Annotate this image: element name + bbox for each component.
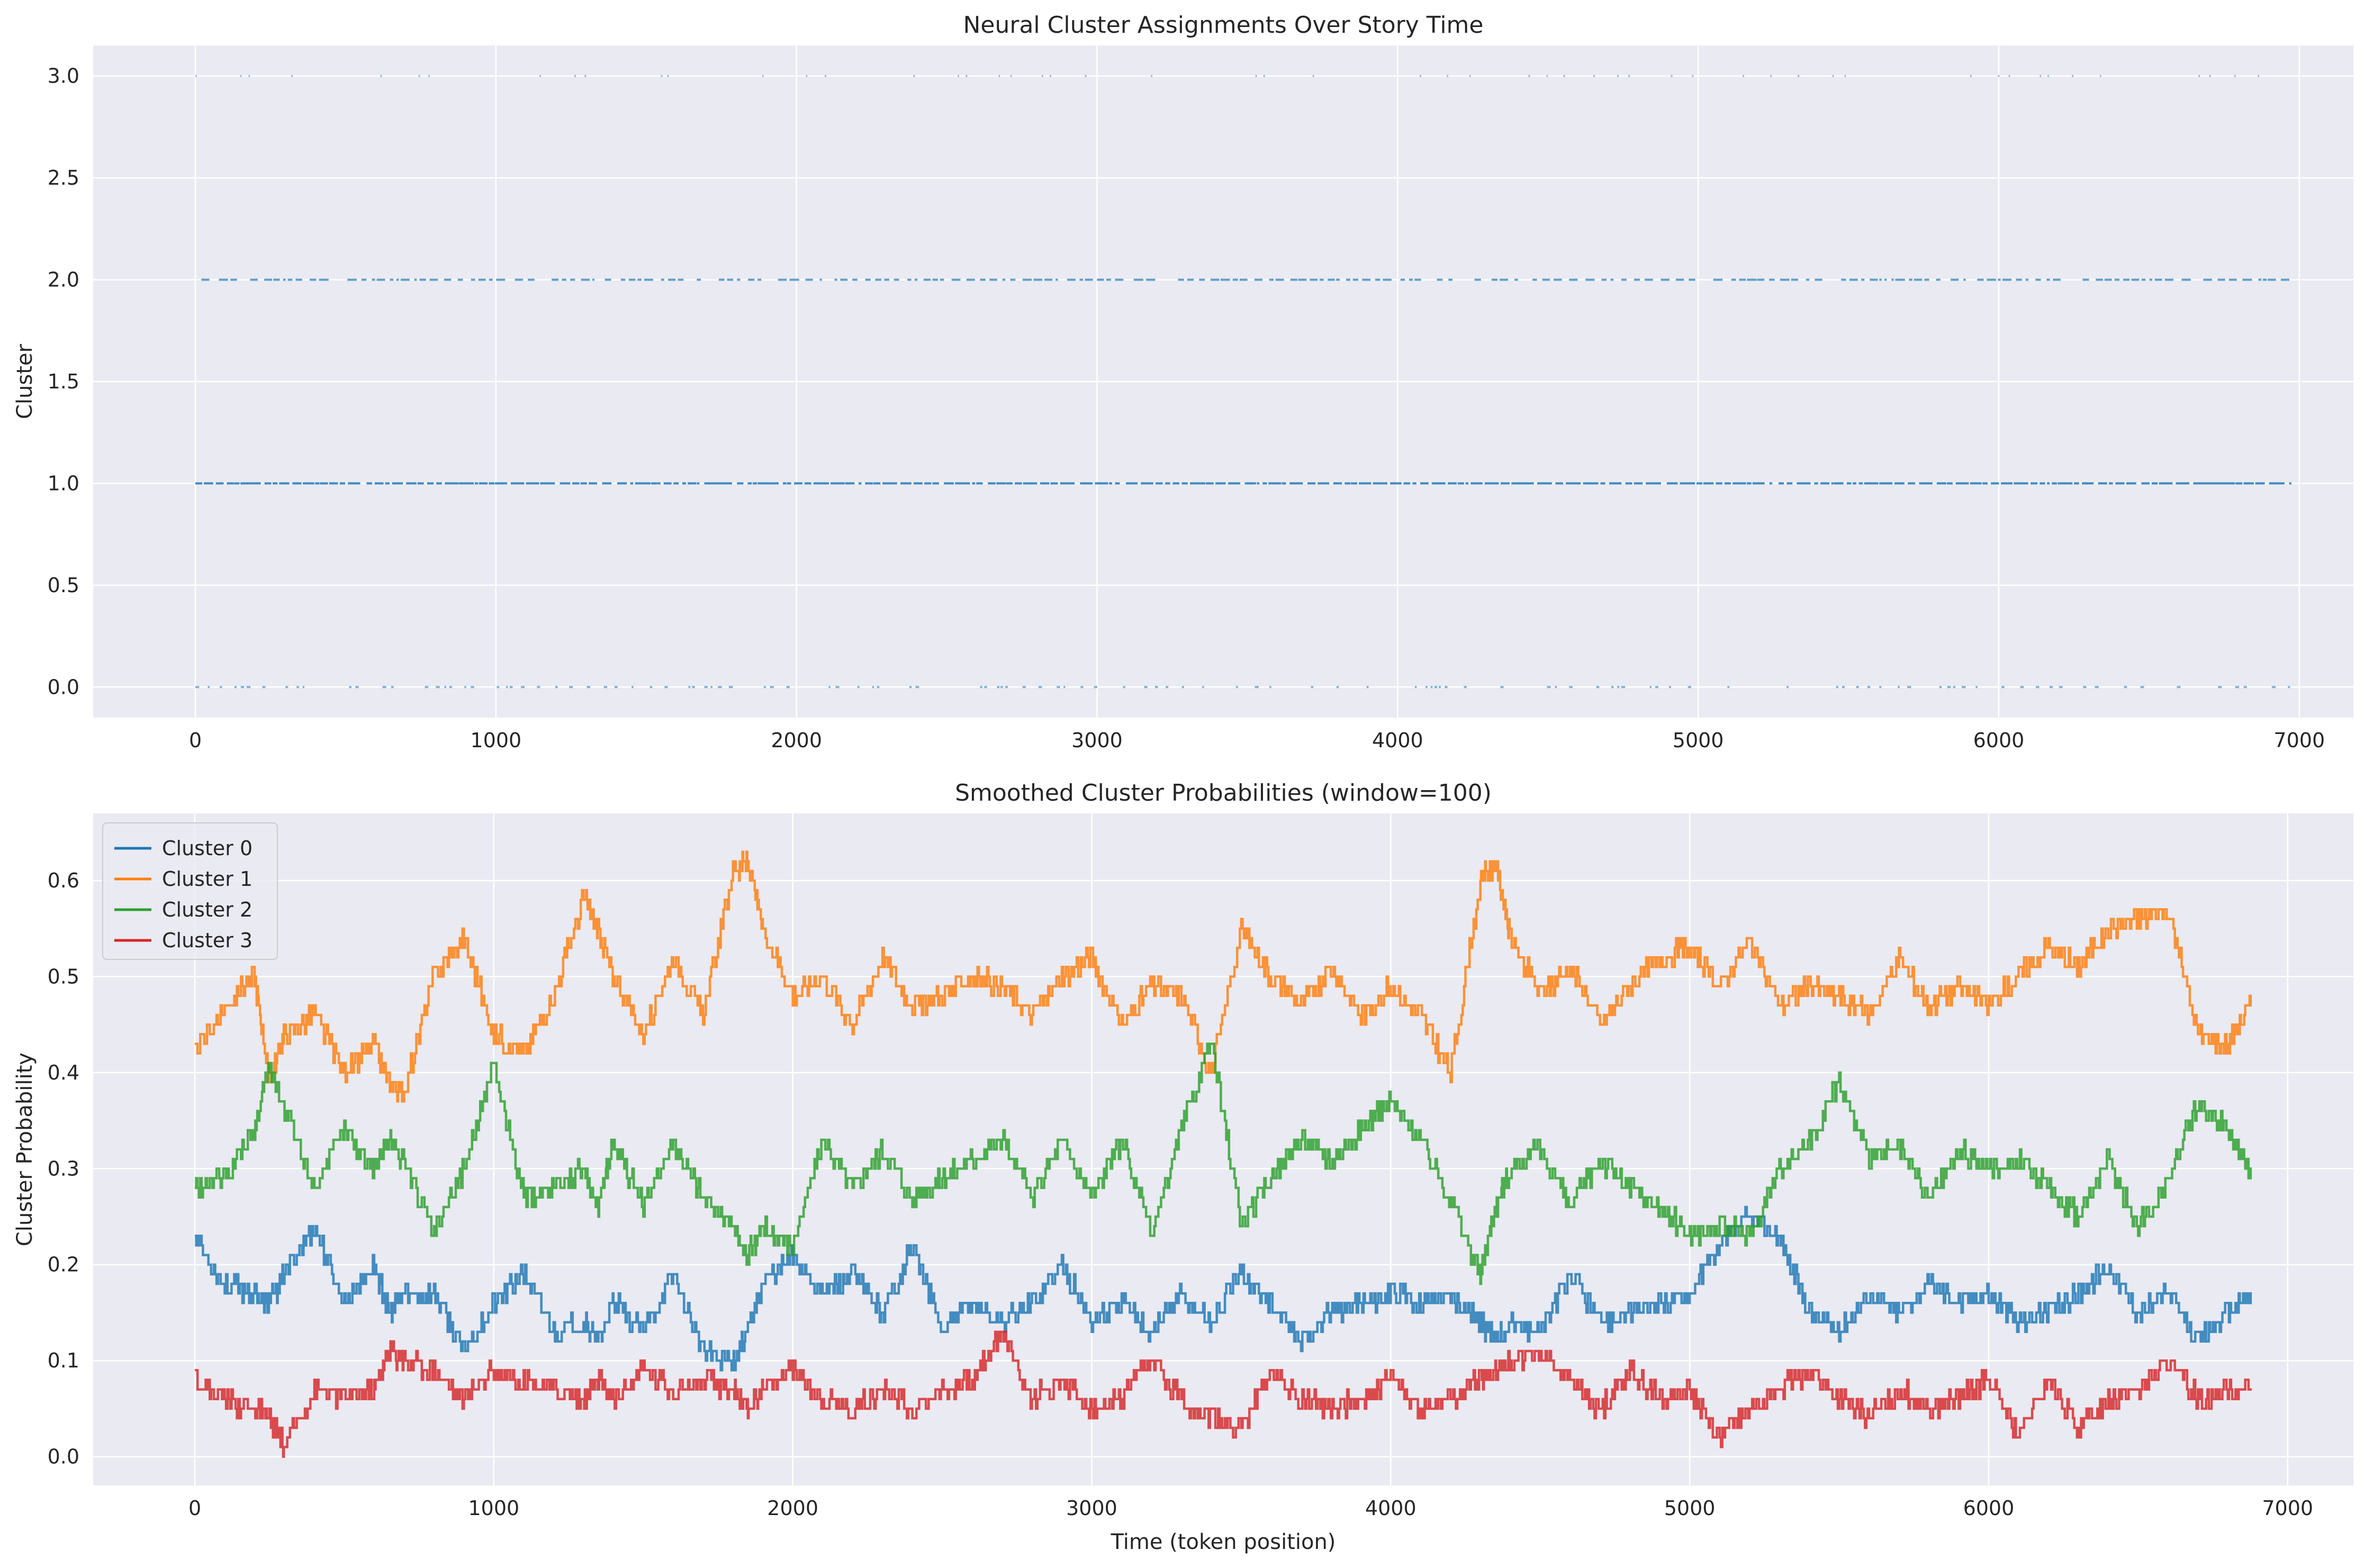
y-tick-label: 0.3 bbox=[48, 1157, 79, 1180]
chart-title: Neural Cluster Assignments Over Story Ti… bbox=[963, 12, 1484, 39]
series-line-3 bbox=[195, 1330, 2252, 1458]
x-tick-label: 5000 bbox=[1673, 729, 1724, 752]
y-tick-label: 0.5 bbox=[48, 574, 79, 597]
x-tick-label: 4000 bbox=[1372, 729, 1423, 752]
y-tick-label: 0.5 bbox=[48, 965, 79, 988]
x-tick-label: 3000 bbox=[1066, 1497, 1117, 1520]
y-tick-label: 0.4 bbox=[48, 1061, 79, 1084]
x-tick-label: 6000 bbox=[1973, 729, 2025, 752]
y-tick-label: 0.0 bbox=[48, 675, 79, 699]
x-tick-label: 0 bbox=[188, 1497, 201, 1520]
x-tick-label: 2000 bbox=[767, 1497, 818, 1520]
legend-label: Cluster 2 bbox=[162, 898, 252, 921]
x-tick-label: 4000 bbox=[1365, 1497, 1416, 1520]
x-tick-label: 1000 bbox=[471, 729, 522, 752]
x-tick-label: 1000 bbox=[468, 1497, 519, 1520]
bottom-chart: 0 1000 2000 3000 4000 5000 6000 7000 0.0 0.1 0.2 0.… bbox=[13, 780, 2353, 1554]
x-tick-label: 3000 bbox=[1071, 729, 1123, 752]
x-axis-label: Time (token position) bbox=[1111, 1530, 1336, 1554]
legend-label: Cluster 0 bbox=[162, 837, 252, 860]
plot-area bbox=[93, 813, 2353, 1485]
y-tick-label: 0.1 bbox=[48, 1349, 79, 1372]
y-tick-label: 1.5 bbox=[48, 370, 79, 393]
x-tick-label: 2000 bbox=[771, 729, 822, 752]
x-tick-label: 7000 bbox=[2273, 729, 2325, 752]
y-axis-label: Cluster bbox=[13, 343, 37, 419]
legend-label: Cluster 3 bbox=[162, 929, 252, 952]
series-line-2 bbox=[195, 1043, 2252, 1285]
x-tick-label: 5000 bbox=[1664, 1497, 1716, 1520]
legend-label: Cluster 1 bbox=[162, 867, 252, 891]
top-chart: 0 1000 2000 3000 4000 5000 6000 7000 0.0 0.5 1.0 1.… bbox=[13, 12, 2353, 752]
y-tick-label: 2.0 bbox=[48, 268, 79, 292]
chart-title: Smoothed Cluster Probabilities (window=1… bbox=[955, 780, 1492, 806]
x-tick-label: 0 bbox=[189, 729, 202, 752]
y-tick-label: 3.0 bbox=[48, 65, 79, 88]
y-axis-label: Cluster Probability bbox=[13, 1053, 37, 1246]
series-line-0 bbox=[195, 1206, 2252, 1372]
y-tick-label: 0.0 bbox=[48, 1445, 79, 1469]
series-line-1 bbox=[195, 850, 2252, 1103]
y-tick-label: 0.2 bbox=[48, 1253, 79, 1276]
x-tick-label: 7000 bbox=[2262, 1497, 2313, 1520]
legend: Cluster 0 Cluster 1 Cluster 2 Cluster 3 bbox=[102, 822, 278, 960]
legend-box bbox=[102, 822, 278, 960]
x-tick-label: 6000 bbox=[1963, 1497, 2015, 1520]
y-tick-label: 1.0 bbox=[48, 472, 79, 495]
y-tick-label: 0.6 bbox=[48, 869, 79, 892]
y-tick-label: 2.5 bbox=[48, 166, 79, 189]
